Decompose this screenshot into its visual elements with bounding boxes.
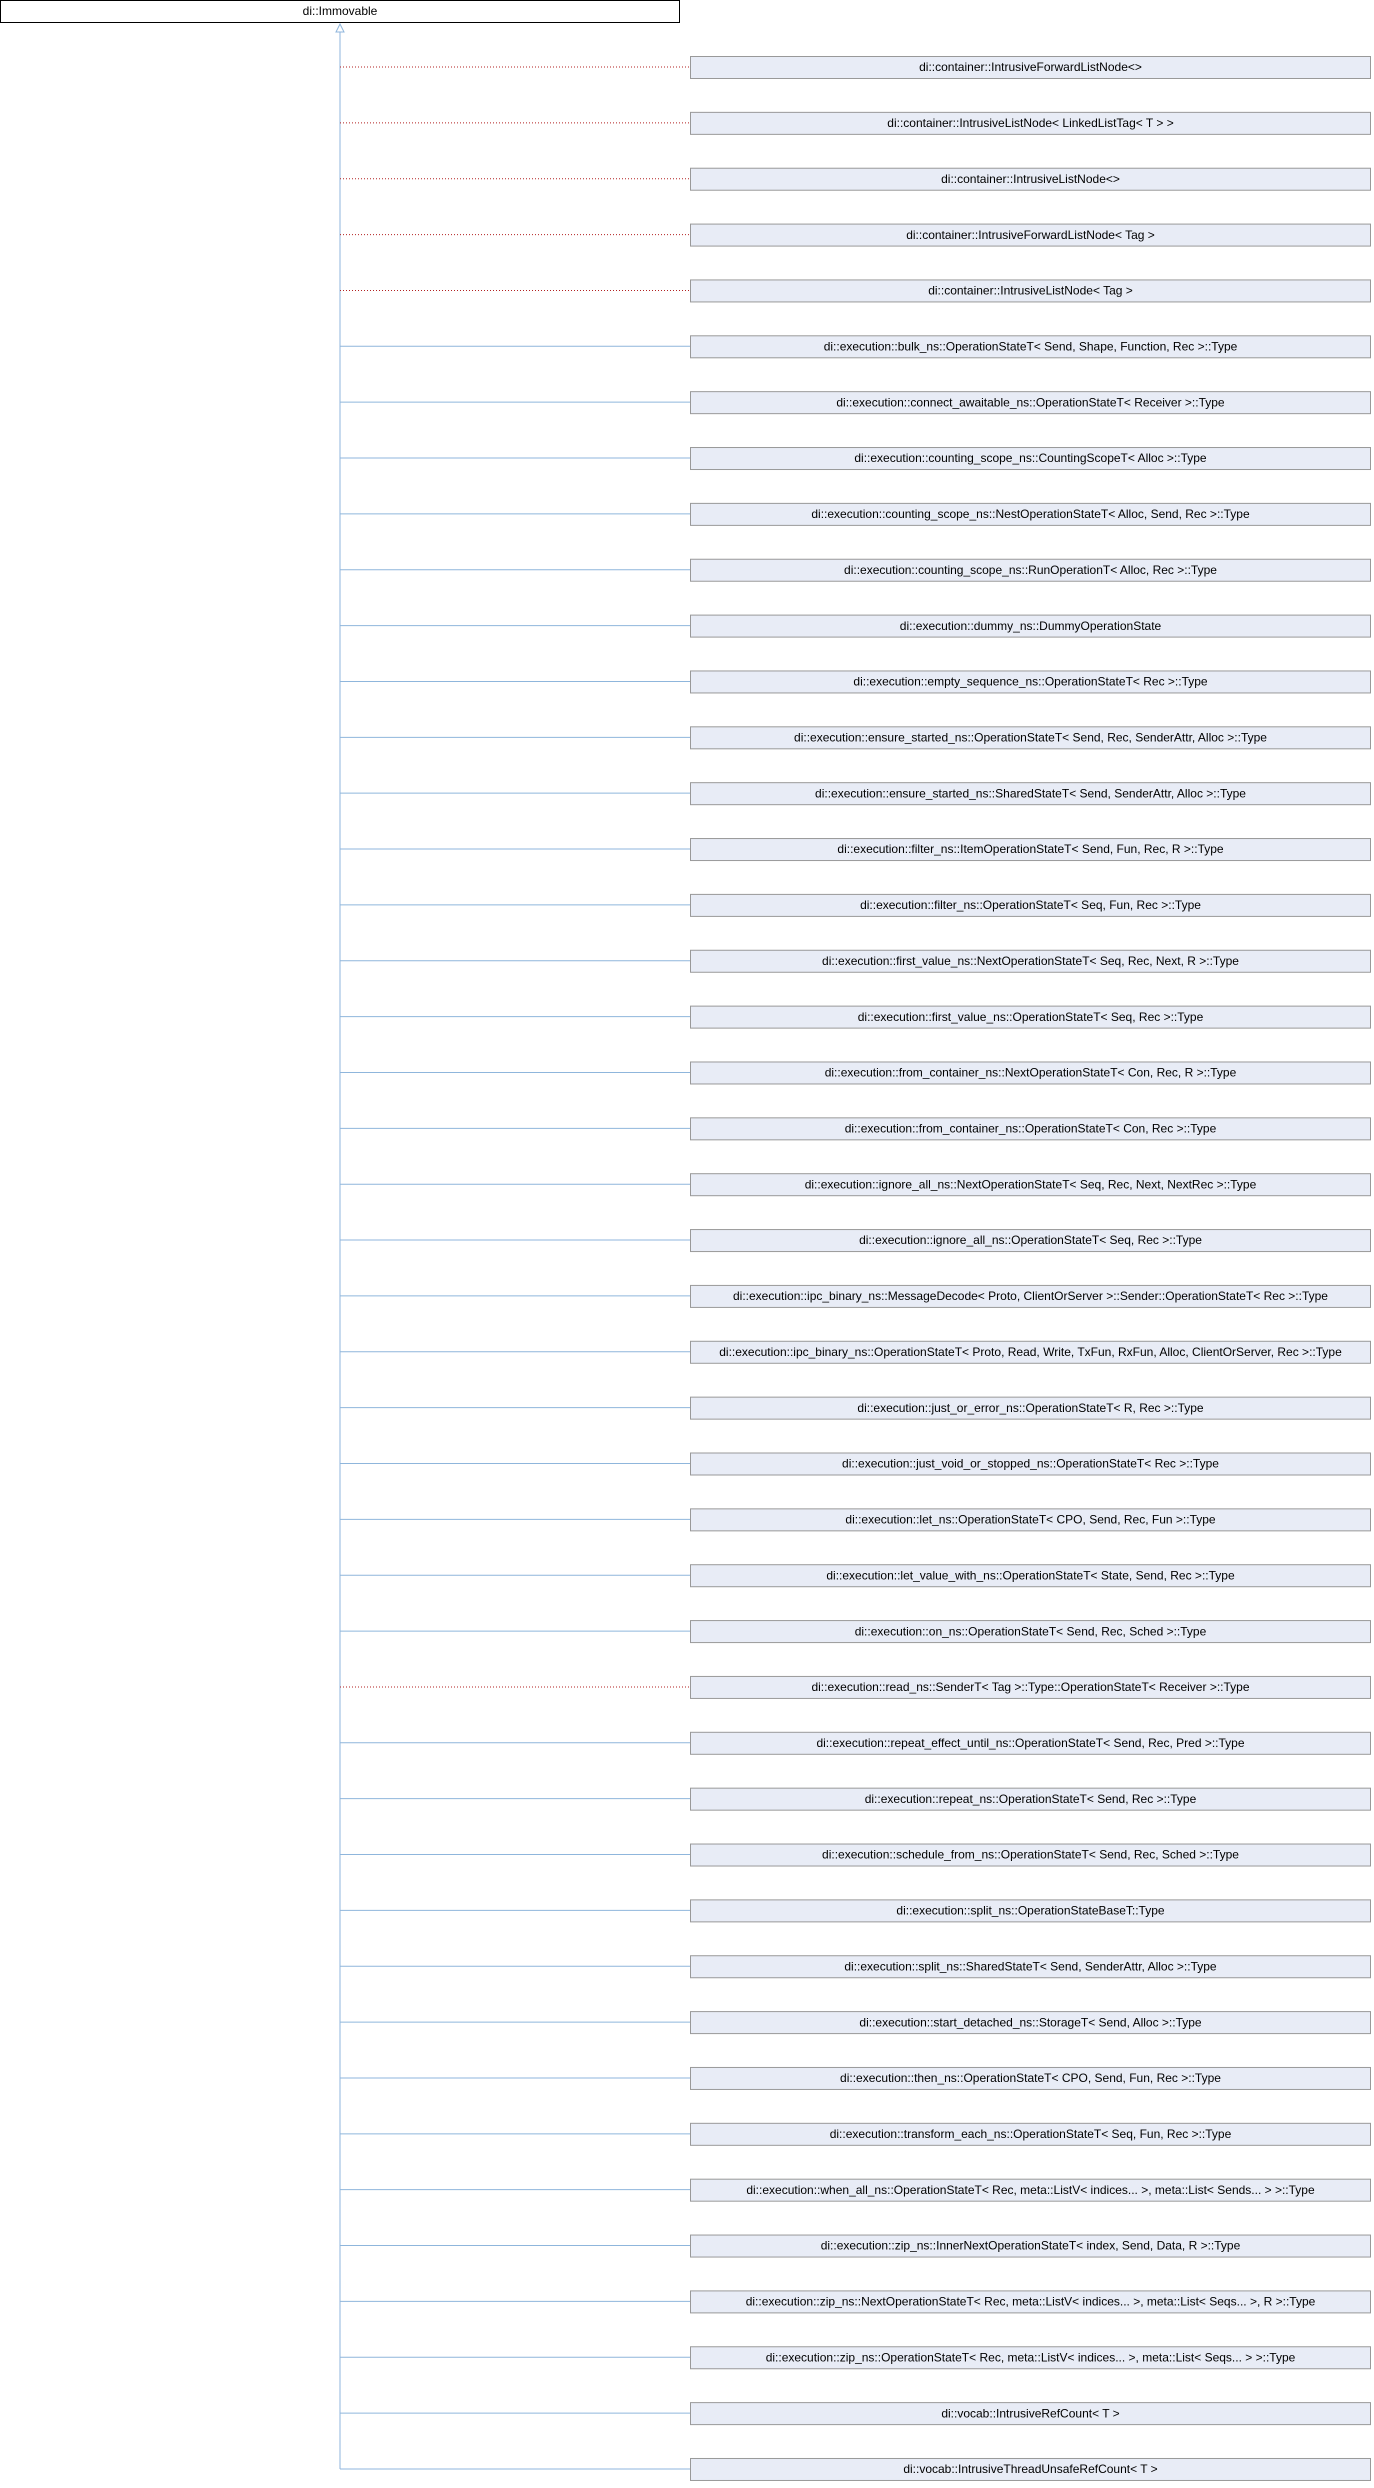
class-box[interactable]: [690, 56, 1371, 79]
class-label[interactable]: di::execution::connect_awaitable_ns::Ope…: [836, 395, 1225, 409]
class-label[interactable]: di::execution::schedule_from_ns::Operati…: [822, 1848, 1239, 1862]
inheritance-arrow: [335, 22, 345, 33]
class-box[interactable]: [690, 1508, 1371, 1532]
class-label[interactable]: di::execution::dummy_ns::DummyOperationS…: [900, 619, 1162, 633]
class-label[interactable]: di::execution::split_ns::SharedStateT< S…: [844, 1959, 1217, 1973]
class-label[interactable]: di::execution::let_value_with_ns::Operat…: [826, 1568, 1235, 1582]
class-box[interactable]: [690, 1787, 1371, 1811]
class-box[interactable]: [690, 2234, 1371, 2258]
class-label[interactable]: di::execution::split_ns::OperationStateB…: [896, 1904, 1164, 1918]
class-box[interactable]: [690, 2066, 1371, 2090]
class-label[interactable]: di::execution::ignore_all_ns::NextOperat…: [805, 1177, 1257, 1191]
class-label[interactable]: di::execution::start_detached_ns::Storag…: [859, 2015, 1202, 2029]
class-box[interactable]: [690, 726, 1371, 750]
class-box[interactable]: [690, 838, 1371, 862]
class-box[interactable]: [690, 502, 1371, 526]
class-box[interactable]: [690, 1117, 1371, 1141]
class-label[interactable]: di::container::IntrusiveForwardListNode<…: [919, 60, 1142, 74]
class-box[interactable]: [690, 558, 1371, 582]
class-label[interactable]: di::execution::counting_scope_ns::RunOpe…: [844, 563, 1217, 577]
class-box[interactable]: [690, 782, 1371, 806]
class-label[interactable]: di::execution::repeat_effect_until_ns::O…: [816, 1736, 1244, 1750]
class-box[interactable]: [690, 1452, 1371, 1476]
class-box[interactable]: [690, 2346, 1371, 2370]
class-box[interactable]: [690, 614, 1371, 638]
class-label[interactable]: di::execution::from_container_ns::NextOp…: [825, 1066, 1237, 1080]
class-box[interactable]: [690, 1340, 1371, 1364]
class-box[interactable]: [690, 1173, 1371, 1197]
class-box[interactable]: [690, 1005, 1371, 1029]
class-label[interactable]: di::execution::on_ns::OperationStateT< S…: [855, 1624, 1207, 1638]
class-label[interactable]: di::execution::counting_scope_ns::NestOp…: [811, 507, 1250, 521]
class-label[interactable]: di::execution::filter_ns::OperationState…: [860, 898, 1201, 912]
class-label[interactable]: di::execution::just_or_error_ns::Operati…: [857, 1401, 1204, 1415]
class-label[interactable]: di::execution::ensure_started_ns::Shared…: [815, 786, 1246, 800]
class-label[interactable]: di::container::IntrusiveListNode< Linked…: [887, 116, 1173, 130]
class-label[interactable]: di::execution::then_ns::OperationStateT<…: [840, 2071, 1221, 2085]
class-label[interactable]: di::execution::just_void_or_stopped_ns::…: [842, 1457, 1219, 1471]
class-label[interactable]: di::vocab::IntrusiveRefCount< T >: [941, 2406, 1119, 2420]
class-box[interactable]: [690, 2122, 1371, 2146]
class-box[interactable]: [690, 111, 1371, 135]
class-box[interactable]: [690, 2290, 1371, 2314]
class-box[interactable]: [690, 2178, 1371, 2202]
class-box[interactable]: [690, 1284, 1371, 1308]
class-box[interactable]: [690, 949, 1371, 973]
class-box[interactable]: [690, 1061, 1371, 1085]
class-label[interactable]: di::execution::empty_sequence_ns::Operat…: [853, 675, 1208, 689]
class-box[interactable]: [690, 670, 1371, 694]
class-box[interactable]: [690, 1229, 1371, 1253]
class-box[interactable]: [690, 1620, 1371, 1644]
class-box[interactable]: [690, 1955, 1371, 1979]
class-box[interactable]: [690, 2402, 1371, 2426]
class-label[interactable]: di::execution::filter_ns::ItemOperationS…: [837, 842, 1224, 856]
class-label[interactable]: di::execution::from_container_ns::Operat…: [845, 1122, 1217, 1136]
class-box[interactable]: [690, 893, 1371, 917]
class-box[interactable]: [690, 1564, 1371, 1588]
class-label[interactable]: di::execution::counting_scope_ns::Counti…: [854, 451, 1207, 465]
class-label[interactable]: di::execution::let_ns::OperationStateT< …: [845, 1513, 1216, 1527]
class-box[interactable]: [690, 167, 1371, 191]
class-label[interactable]: di::execution::first_value_ns::Operation…: [858, 1010, 1204, 1024]
class-box[interactable]: [690, 1731, 1371, 1755]
class-label[interactable]: di::execution::zip_ns::NextOperationStat…: [746, 2295, 1316, 2309]
class-label[interactable]: di::execution::ignore_all_ns::OperationS…: [859, 1233, 1202, 1247]
class-box[interactable]: [690, 1843, 1371, 1867]
class-label[interactable]: di::execution::transform_each_ns::Operat…: [830, 2127, 1232, 2141]
class-box[interactable]: [690, 391, 1371, 415]
class-box[interactable]: [690, 1396, 1371, 1420]
class-label[interactable]: di::execution::first_value_ns::NextOpera…: [822, 954, 1239, 968]
class-label[interactable]: di::vocab::IntrusiveThreadUnsafeRefCount…: [903, 2462, 1157, 2476]
root-label[interactable]: di::Immovable: [303, 4, 378, 18]
class-box[interactable]: [690, 223, 1371, 247]
class-box[interactable]: [690, 1675, 1371, 1699]
class-box[interactable]: [690, 2457, 1371, 2481]
class-box[interactable]: [690, 447, 1371, 471]
class-label[interactable]: di::execution::read_ns::SenderT< Tag >::…: [811, 1680, 1249, 1694]
root-box[interactable]: [0, 0, 680, 23]
class-label[interactable]: di::execution::bulk_ns::OperationStateT<…: [824, 339, 1238, 353]
class-box[interactable]: [690, 335, 1371, 359]
class-label[interactable]: di::execution::zip_ns::InnerNextOperatio…: [821, 2239, 1241, 2253]
class-label[interactable]: di::execution::ipc_binary_ns::OperationS…: [719, 1345, 1342, 1359]
class-box[interactable]: [690, 279, 1371, 303]
class-label[interactable]: di::container::IntrusiveListNode< Tag >: [928, 284, 1133, 298]
class-label[interactable]: di::container::IntrusiveListNode<>: [941, 172, 1120, 186]
class-label[interactable]: di::container::IntrusiveForwardListNode<…: [906, 228, 1155, 242]
class-label[interactable]: di::execution::zip_ns::OperationStateT< …: [766, 2350, 1296, 2364]
class-box[interactable]: [690, 1899, 1371, 1923]
class-label[interactable]: di::execution::ensure_started_ns::Operat…: [794, 730, 1267, 744]
class-label[interactable]: di::execution::when_all_ns::OperationSta…: [746, 2183, 1315, 2197]
class-label[interactable]: di::execution::repeat_ns::OperationState…: [865, 1792, 1197, 1806]
class-box[interactable]: [690, 2011, 1371, 2035]
class-label[interactable]: di::execution::ipc_binary_ns::MessageDec…: [733, 1289, 1328, 1303]
